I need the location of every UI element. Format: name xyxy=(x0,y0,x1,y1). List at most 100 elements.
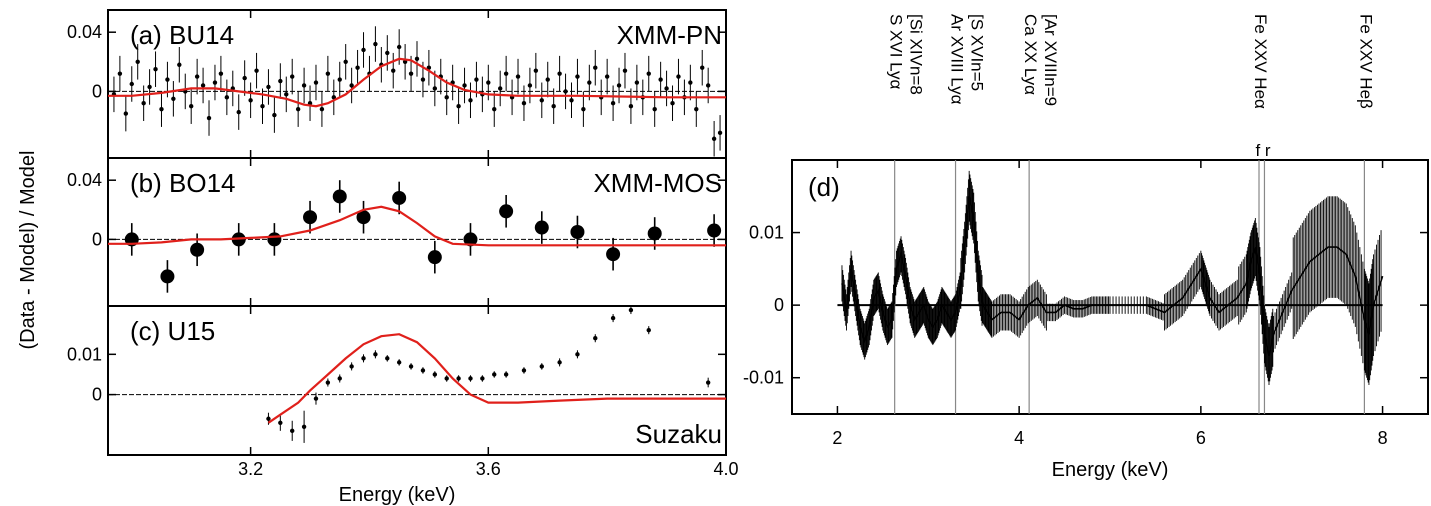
data-point xyxy=(332,189,347,204)
line-label-sub: f r xyxy=(1255,141,1270,160)
y-tick-label: 0 xyxy=(92,81,102,101)
data-point xyxy=(432,372,438,377)
data-point xyxy=(670,101,675,106)
data-point xyxy=(628,104,634,109)
data-point xyxy=(717,130,723,136)
data-point xyxy=(658,77,663,82)
data-point xyxy=(391,68,396,73)
data-point xyxy=(396,44,402,50)
data-point xyxy=(444,376,449,381)
data-point xyxy=(606,247,621,262)
data-point xyxy=(343,59,348,64)
y-tick-label: 0.01 xyxy=(67,344,102,364)
data-point xyxy=(266,84,271,90)
data-point xyxy=(212,80,218,85)
data-point xyxy=(260,104,265,109)
data-point xyxy=(492,106,497,112)
data-point xyxy=(486,80,491,85)
y-tick-label: 0.01 xyxy=(749,223,784,243)
data-point xyxy=(361,47,366,53)
data-point xyxy=(521,368,527,373)
data-point xyxy=(557,360,562,365)
data-point xyxy=(408,71,414,76)
data-point xyxy=(117,71,123,76)
data-point xyxy=(527,83,533,88)
data-point xyxy=(313,80,319,85)
data-point xyxy=(676,74,681,79)
line-label-inner: [S XVIn=5 xyxy=(968,14,987,91)
data-point xyxy=(313,396,319,401)
model-curve xyxy=(267,333,726,424)
data-point xyxy=(652,106,657,112)
data-point xyxy=(634,80,640,85)
data-point xyxy=(242,75,247,81)
data-point xyxy=(604,74,610,79)
data-point xyxy=(248,98,253,103)
data-point xyxy=(194,74,200,79)
data-point xyxy=(190,242,205,257)
data-point xyxy=(200,83,206,88)
data-point xyxy=(295,106,301,112)
panel-c: 0 0.01 3.2 3.6 4.0 Energy (keV) (c) U15 Suzaku xyxy=(67,305,739,506)
instrument-label: XMM-PN xyxy=(617,20,722,50)
data-point xyxy=(492,372,497,377)
panel-frame xyxy=(107,305,727,456)
data-point xyxy=(160,269,175,284)
data-point xyxy=(236,109,241,115)
x-tick-label: 6 xyxy=(1196,428,1206,448)
data-point xyxy=(539,364,544,369)
model-curve xyxy=(108,57,726,108)
data-point xyxy=(581,106,586,112)
data-point xyxy=(272,112,277,118)
data-point xyxy=(129,81,134,87)
data-point xyxy=(373,41,378,47)
data-point xyxy=(427,250,442,265)
data-point xyxy=(499,204,514,219)
data-point xyxy=(569,98,574,103)
data-point xyxy=(628,307,634,313)
data-point xyxy=(616,83,622,88)
data-point xyxy=(355,65,360,70)
data-point xyxy=(301,424,307,430)
data-point xyxy=(284,92,289,97)
data-point xyxy=(159,106,164,112)
y-tick-label: 0 xyxy=(92,385,102,405)
x-axis-title: Energy (keV) xyxy=(1052,459,1169,481)
data-point xyxy=(171,96,176,102)
data-point xyxy=(694,106,699,112)
data-point xyxy=(545,77,550,82)
instrument-label: XMM-MOS xyxy=(593,168,722,198)
y-tick-label: -0.01 xyxy=(743,368,784,388)
y-tick-label: 0 xyxy=(774,295,784,315)
data-point xyxy=(593,336,598,341)
data-point xyxy=(462,83,467,88)
line-label-outer: Ca XX Lyα xyxy=(1021,14,1040,95)
data-point xyxy=(551,104,556,109)
data-point xyxy=(301,83,307,88)
panel-label: (c) U15 xyxy=(130,316,215,346)
data-point xyxy=(331,95,337,100)
data-point xyxy=(521,101,527,106)
data-point xyxy=(165,77,170,82)
y-tick-label: 0 xyxy=(92,229,102,249)
data-point xyxy=(707,223,722,238)
data-point xyxy=(420,368,426,373)
data-point xyxy=(224,95,230,100)
data-point xyxy=(373,352,378,357)
data-point xyxy=(432,86,438,91)
panel-a: 0 0.04 (a) BU14 XMM-PN xyxy=(67,9,727,159)
data-point xyxy=(141,101,146,106)
data-point xyxy=(349,364,354,369)
data-point xyxy=(456,376,461,381)
line-label-inner: [Si XIVn=8 xyxy=(907,14,926,95)
data-point xyxy=(700,65,705,70)
data-point xyxy=(325,71,331,76)
data-point xyxy=(420,77,426,82)
data-point xyxy=(575,352,580,357)
shared-y-axis-title: (Data - Model) / Model xyxy=(17,151,39,350)
data-point xyxy=(408,364,414,369)
panel-frame xyxy=(791,159,1429,415)
data-point xyxy=(587,80,592,85)
panel-b: 0 0.04 (b) BO14 XMM-MOS xyxy=(67,157,727,307)
